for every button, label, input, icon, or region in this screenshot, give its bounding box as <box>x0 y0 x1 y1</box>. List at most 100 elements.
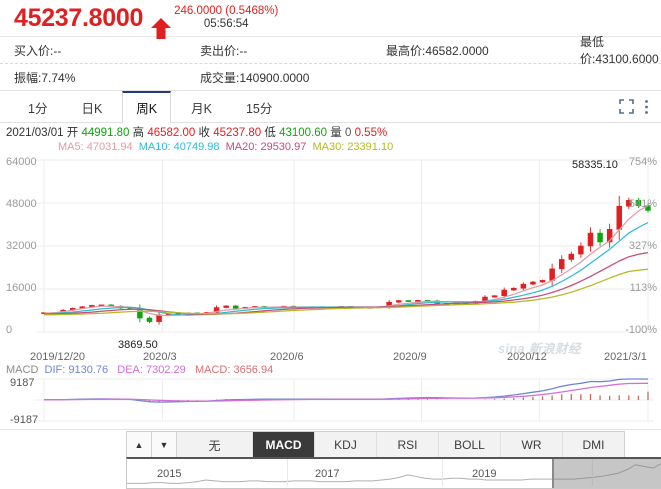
minimap-sparkline <box>127 459 661 487</box>
y-tick-32000: 32000 <box>6 240 37 252</box>
ohlc-legend: 2021/03/01 开 44991.80 高 46582.00 收 45237… <box>0 123 661 140</box>
y-right-tick-327: 327% <box>628 240 657 252</box>
change-value: 246.0000 (0.5468%) <box>174 5 279 17</box>
indicator-label: 无 <box>208 438 221 453</box>
tab-label: 月K <box>191 101 212 116</box>
y-right-tick-541: 541% <box>628 198 657 210</box>
y-right-tick-neg100: -100% <box>625 324 657 336</box>
ma-legend: MA5: 47031.94 MA10: 40749.98 MA20: 29530… <box>0 140 661 154</box>
quote-info-row-2: 振幅:7.74% 成交量:140900.0000 <box>0 64 661 91</box>
low-value: 43100.60 <box>279 127 328 139</box>
indicator-label: DMI <box>582 438 605 452</box>
ma20-value: MA20: 29530.97 <box>225 141 307 153</box>
quote-time: 05:56:54 <box>203 18 249 30</box>
price-chart[interactable]: 64000 48000 32000 16000 0 754% 541% 327%… <box>0 154 661 356</box>
low-price: 最低价:43100.6000 <box>580 35 659 66</box>
macd-dif: DIF: 9130.76 <box>44 364 109 376</box>
ohlc-date: 2021/03/01 <box>6 127 64 139</box>
ma5-value: MA5: 47031.94 <box>58 141 133 153</box>
indicator-none[interactable]: 无 <box>177 432 253 458</box>
y-tick-64000: 64000 <box>6 156 37 168</box>
y-right-tick-754: 754% <box>628 156 657 168</box>
ask-price: 卖出价:-- <box>200 43 248 58</box>
tab-1min[interactable]: 1分 <box>14 91 61 122</box>
tab-label: 15分 <box>245 101 273 116</box>
tab-label: 周K <box>136 102 158 116</box>
macd-dea: DEA: 7302.29 <box>117 364 186 376</box>
high-price: 最高价:46582.0000 <box>386 43 489 58</box>
macd-name: MACD <box>6 364 39 376</box>
volume-value: 0 <box>344 127 352 139</box>
range-minimap[interactable]: 2015 2017 2019 <box>126 457 661 489</box>
triangle-up-icon[interactable]: ▲ <box>127 432 152 458</box>
bid-price: 买入价:-- <box>14 43 62 58</box>
high-point-label: 58335.10 <box>572 159 618 171</box>
macd-legend: MACD DIF: 9130.76 DEA: 7302.29 MACD: 365… <box>6 364 273 376</box>
indicator-label: MACD <box>265 438 302 452</box>
y-tick-16000: 16000 <box>6 282 37 294</box>
low-point-label: 3869.50 <box>118 339 158 351</box>
x-tick-3: 2020/9 <box>393 351 427 363</box>
chart-area: 64000 48000 32000 16000 0 754% 541% 327%… <box>0 154 661 427</box>
tab-label: 1分 <box>28 101 48 116</box>
indicator-macd[interactable]: MACD <box>253 432 315 458</box>
indicator-label: BOLL <box>454 438 485 452</box>
tab-15min[interactable]: 15分 <box>232 91 286 122</box>
ma30-value: MA30: 23391.10 <box>312 141 394 153</box>
indicator-dmi[interactable]: DMI <box>563 432 624 458</box>
minimap-year-2019: 2019 <box>472 468 497 480</box>
indicator-boll[interactable]: BOLL <box>439 432 501 458</box>
open-label: 开 <box>66 127 79 139</box>
quote-header: 45237.8000 246.0000 (0.5468%) 05:56:54 <box>0 0 661 39</box>
volume-label: 量 <box>330 127 342 139</box>
indicator-kdj[interactable]: KDJ <box>315 432 377 458</box>
last-price: 45237.8000 <box>14 4 144 32</box>
pct-value: 0.55% <box>354 127 388 139</box>
x-axis: 3869.50 2019/12/20 2020/3 2020/6 2020/9 … <box>0 339 661 365</box>
amplitude: 振幅:7.74% <box>14 70 76 85</box>
indicator-bar: ▲ ▼ 无 MACD KDJ RSI BOLL WR DMI <box>126 431 625 458</box>
tab-tools <box>619 91 661 122</box>
low-label: 低 <box>264 127 276 139</box>
close-value: 45237.80 <box>213 127 262 139</box>
triangle-down-icon[interactable]: ▼ <box>152 432 177 458</box>
macd-y-bottom: -9187 <box>10 414 39 426</box>
x-tick-1: 2020/3 <box>143 351 177 363</box>
quote-info-row-1: 买入价:-- 卖出价:-- 最高价:46582.0000 最低价:43100.6… <box>0 35 661 66</box>
macd-y-top: 9187 <box>10 377 35 389</box>
macd-chart[interactable]: MACD DIF: 9130.76 DEA: 7302.29 MACD: 365… <box>0 364 661 427</box>
price-chart-svg <box>36 159 654 333</box>
minimap-year-2015: 2015 <box>157 468 182 480</box>
high-value: 46582.00 <box>147 127 196 139</box>
tab-daily[interactable]: 日K <box>67 91 116 122</box>
x-tick-4: 2020/12 <box>507 351 547 363</box>
minimap-year-2017: 2017 <box>315 468 340 480</box>
ma10-value: MA10: 40749.98 <box>138 141 220 153</box>
fullscreen-icon[interactable] <box>619 99 634 114</box>
close-label: 收 <box>198 127 211 139</box>
volume: 成交量:140900.0000 <box>200 70 310 85</box>
x-tick-0: 2019/12/20 <box>30 351 86 363</box>
high-label: 高 <box>132 127 145 139</box>
indicator-label: KDJ <box>334 438 357 452</box>
tab-label: 日K <box>81 101 103 116</box>
macd-value: MACD: 3656.94 <box>194 364 274 376</box>
open-value: 44991.80 <box>81 127 130 139</box>
indicator-label: RSI <box>397 438 418 452</box>
tab-weekly[interactable]: 周K <box>122 91 172 123</box>
indicator-wr[interactable]: WR <box>501 432 563 458</box>
more-vertical-icon[interactable] <box>644 99 649 115</box>
minimap-selection-handle[interactable] <box>552 459 661 488</box>
indicator-label: WR <box>521 438 542 452</box>
tab-monthly[interactable]: 月K <box>177 91 226 122</box>
macd-chart-svg <box>34 378 654 422</box>
macd-divider <box>0 429 661 430</box>
y-right-tick-113: 113% <box>629 282 657 294</box>
x-tick-5: 2021/3/1 <box>604 351 647 363</box>
x-tick-2: 2020/6 <box>270 351 304 363</box>
y-tick-0: 0 <box>6 324 13 336</box>
period-tabbar: 1分 日K 周K 月K 15分 <box>0 91 661 123</box>
change-block: 246.0000 (0.5468%) 05:56:54 <box>174 5 278 31</box>
indicator-rsi[interactable]: RSI <box>377 432 439 458</box>
